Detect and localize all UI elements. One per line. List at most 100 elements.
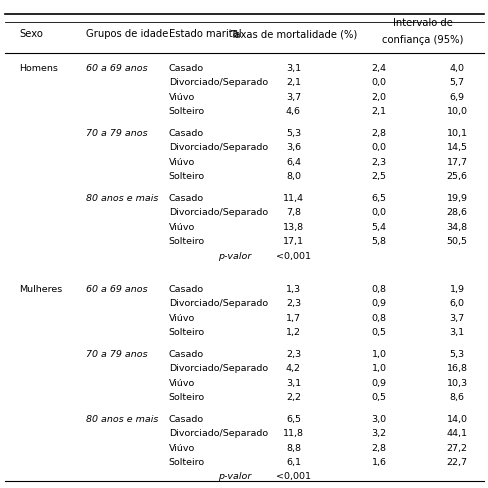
Text: 80 anos e mais: 80 anos e mais xyxy=(85,414,158,423)
Text: 2,3: 2,3 xyxy=(285,299,300,307)
Text: 2,4: 2,4 xyxy=(371,64,386,73)
Text: Viúvo: Viúvo xyxy=(168,313,195,322)
Text: Solteiro: Solteiro xyxy=(168,172,204,181)
Text: 0,5: 0,5 xyxy=(371,392,386,401)
Text: 70 a 79 anos: 70 a 79 anos xyxy=(85,128,147,138)
Text: p-valor: p-valor xyxy=(217,471,250,480)
Text: Casado: Casado xyxy=(168,193,203,203)
Text: Intervalo de: Intervalo de xyxy=(392,19,452,28)
Text: 16,8: 16,8 xyxy=(446,364,467,372)
Text: Casado: Casado xyxy=(168,414,203,423)
Text: 0,9: 0,9 xyxy=(371,299,386,307)
Text: confiança (95%): confiança (95%) xyxy=(382,35,463,45)
Text: 3,1: 3,1 xyxy=(285,378,300,387)
Text: Solteiro: Solteiro xyxy=(168,237,204,245)
Text: Solteiro: Solteiro xyxy=(168,327,204,336)
Text: 1,0: 1,0 xyxy=(371,364,386,372)
Text: Mulheres: Mulheres xyxy=(20,284,62,293)
Text: 2,3: 2,3 xyxy=(285,349,300,358)
Text: 10,3: 10,3 xyxy=(446,378,467,387)
Text: 3,7: 3,7 xyxy=(285,93,300,102)
Text: 14,0: 14,0 xyxy=(446,414,467,423)
Text: 5,3: 5,3 xyxy=(449,349,464,358)
Text: Divorciado/Separado: Divorciado/Separado xyxy=(168,299,267,307)
Text: Viúvo: Viúvo xyxy=(168,378,195,387)
Text: 3,1: 3,1 xyxy=(449,327,464,336)
Text: Taxas de mortalidade (%): Taxas de mortalidade (%) xyxy=(229,29,356,39)
Text: 1,9: 1,9 xyxy=(449,284,464,293)
Text: 11,4: 11,4 xyxy=(283,193,303,203)
Text: <0,001: <0,001 xyxy=(275,251,310,260)
Text: Casado: Casado xyxy=(168,64,203,73)
Text: 0,8: 0,8 xyxy=(371,313,386,322)
Text: 13,8: 13,8 xyxy=(282,222,304,231)
Text: 4,0: 4,0 xyxy=(449,64,464,73)
Text: 1,2: 1,2 xyxy=(285,327,300,336)
Text: 22,7: 22,7 xyxy=(446,457,467,466)
Text: 4,2: 4,2 xyxy=(285,364,300,372)
Text: 5,4: 5,4 xyxy=(371,222,386,231)
Text: 80 anos e mais: 80 anos e mais xyxy=(85,193,158,203)
Text: Viúvo: Viúvo xyxy=(168,222,195,231)
Text: 2,0: 2,0 xyxy=(371,93,386,102)
Text: 2,3: 2,3 xyxy=(371,157,386,166)
Text: Casado: Casado xyxy=(168,349,203,358)
Text: 11,8: 11,8 xyxy=(283,428,303,437)
Text: 14,5: 14,5 xyxy=(446,143,467,152)
Text: 0,0: 0,0 xyxy=(371,143,386,152)
Text: 6,0: 6,0 xyxy=(449,299,464,307)
Text: 6,9: 6,9 xyxy=(449,93,464,102)
Text: 2,2: 2,2 xyxy=(285,392,300,401)
Text: Solteiro: Solteiro xyxy=(168,457,204,466)
Text: 8,8: 8,8 xyxy=(285,443,300,451)
Text: 2,1: 2,1 xyxy=(285,78,300,87)
Text: 8,0: 8,0 xyxy=(285,172,300,181)
Text: 10,1: 10,1 xyxy=(446,128,467,138)
Text: p-valor: p-valor xyxy=(217,251,250,260)
Text: 2,1: 2,1 xyxy=(371,107,386,116)
Text: 19,9: 19,9 xyxy=(446,193,467,203)
Text: Divorciado/Separado: Divorciado/Separado xyxy=(168,208,267,217)
Text: Estado marital: Estado marital xyxy=(168,29,241,39)
Text: Viúvo: Viúvo xyxy=(168,93,195,102)
Text: Divorciado/Separado: Divorciado/Separado xyxy=(168,78,267,87)
Text: 3,6: 3,6 xyxy=(285,143,300,152)
Text: 0,9: 0,9 xyxy=(371,378,386,387)
Text: 0,0: 0,0 xyxy=(371,208,386,217)
Text: 2,8: 2,8 xyxy=(371,443,386,451)
Text: Divorciado/Separado: Divorciado/Separado xyxy=(168,364,267,372)
Text: 8,6: 8,6 xyxy=(449,392,464,401)
Text: 28,6: 28,6 xyxy=(446,208,467,217)
Text: 6,5: 6,5 xyxy=(285,414,300,423)
Text: 25,6: 25,6 xyxy=(446,172,467,181)
Text: 1,6: 1,6 xyxy=(371,457,386,466)
Text: 3,1: 3,1 xyxy=(285,64,300,73)
Text: 3,7: 3,7 xyxy=(449,313,464,322)
Text: Divorciado/Separado: Divorciado/Separado xyxy=(168,428,267,437)
Text: Casado: Casado xyxy=(168,284,203,293)
Text: 70 a 79 anos: 70 a 79 anos xyxy=(85,349,147,358)
Text: 2,5: 2,5 xyxy=(371,172,386,181)
Text: 5,7: 5,7 xyxy=(449,78,464,87)
Text: 10,0: 10,0 xyxy=(446,107,467,116)
Text: 6,1: 6,1 xyxy=(285,457,300,466)
Text: Viúvo: Viúvo xyxy=(168,443,195,451)
Text: 1,3: 1,3 xyxy=(285,284,300,293)
Text: 7,8: 7,8 xyxy=(285,208,300,217)
Text: Viúvo: Viúvo xyxy=(168,157,195,166)
Text: 5,8: 5,8 xyxy=(371,237,386,245)
Text: 1,7: 1,7 xyxy=(285,313,300,322)
Text: 0,8: 0,8 xyxy=(371,284,386,293)
Text: 1,0: 1,0 xyxy=(371,349,386,358)
Text: Divorciado/Separado: Divorciado/Separado xyxy=(168,143,267,152)
Text: 5,3: 5,3 xyxy=(285,128,300,138)
Text: Solteiro: Solteiro xyxy=(168,107,204,116)
Text: Solteiro: Solteiro xyxy=(168,392,204,401)
Text: 0,0: 0,0 xyxy=(371,78,386,87)
Text: Sexo: Sexo xyxy=(20,29,43,39)
Text: 2,8: 2,8 xyxy=(371,128,386,138)
Text: 6,4: 6,4 xyxy=(285,157,300,166)
Text: <0,001: <0,001 xyxy=(275,471,310,480)
Text: 17,1: 17,1 xyxy=(283,237,303,245)
Text: 17,7: 17,7 xyxy=(446,157,467,166)
